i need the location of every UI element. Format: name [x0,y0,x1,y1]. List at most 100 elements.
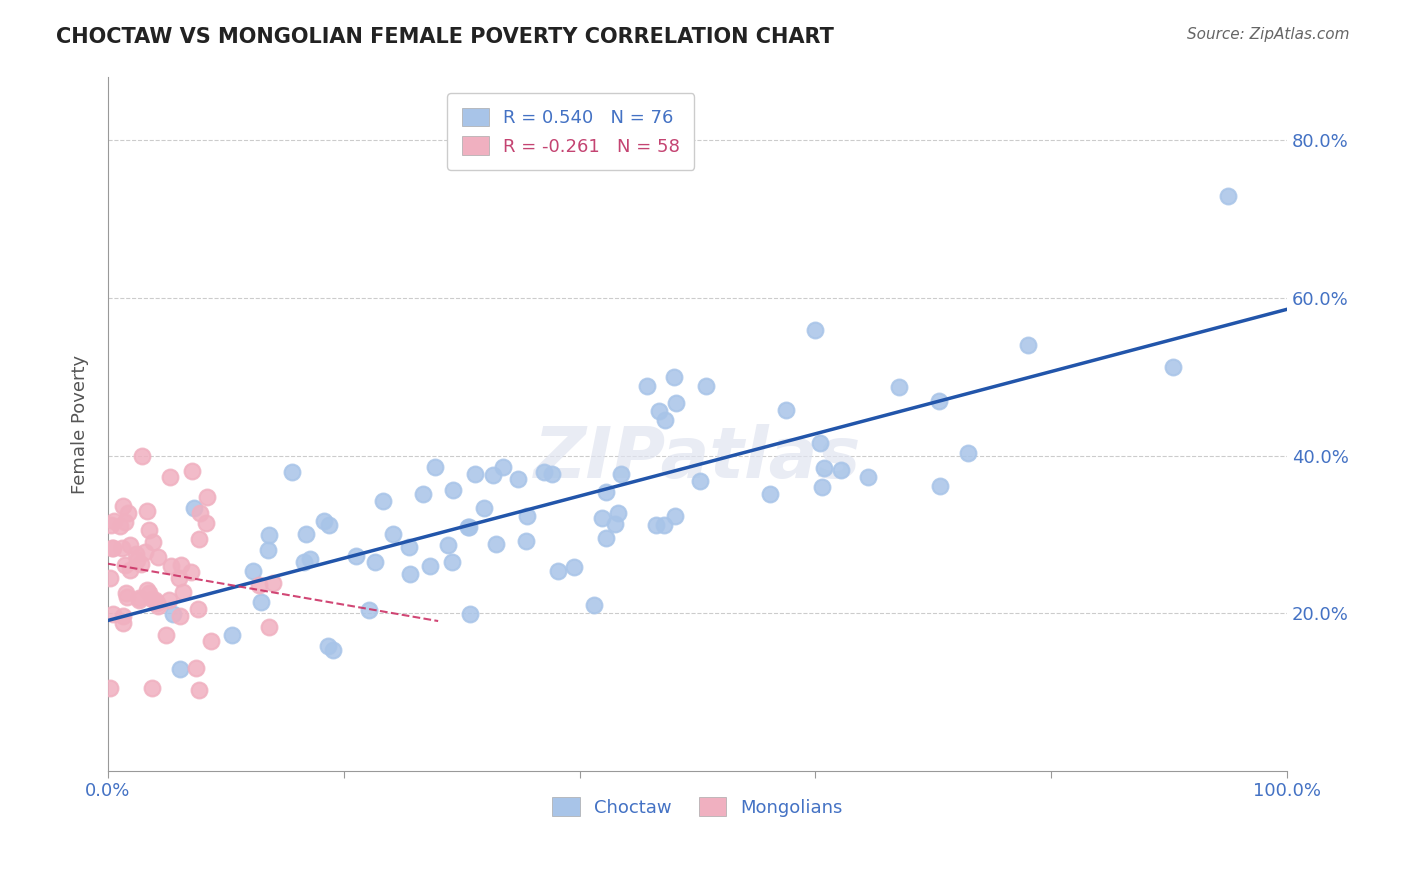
Point [373,494,395,508]
Point [188,683,211,698]
Point [508,472,530,486]
Point [887,380,910,394]
Point [187,532,209,546]
Point [516,508,538,523]
Point [134,545,156,559]
Point [811,480,834,494]
Point [186,661,208,675]
Point [141,591,163,606]
Point [425,460,447,475]
Point [591,510,613,524]
Point [146,599,169,613]
Point [1017,338,1039,352]
Point [103,541,125,556]
Point [482,467,505,482]
Point [607,506,630,520]
Point [464,467,486,481]
Point [648,403,671,417]
Point [101,541,124,556]
Point [125,547,148,561]
Point [118,563,141,577]
Point [138,523,160,537]
Point [515,534,537,549]
Point [159,470,181,484]
Point [180,464,202,478]
Point [636,378,658,392]
Point [167,572,190,586]
Point [221,628,243,642]
Point [111,500,134,514]
Point [162,607,184,622]
Point [120,538,142,552]
Point [457,520,479,534]
Point [242,564,264,578]
Point [547,564,569,578]
Point [808,436,831,450]
Point [412,486,434,500]
Point [257,528,280,542]
Point [127,552,149,566]
Point [443,483,465,497]
Point [170,558,193,572]
Point [1216,188,1239,202]
Point [610,467,633,481]
Point [440,556,463,570]
Point [187,602,209,616]
Point [183,500,205,515]
Point [138,586,160,600]
Point [195,490,218,504]
Point [131,449,153,463]
Point [262,575,284,590]
Point [364,555,387,569]
Y-axis label: Female Poverty: Female Poverty [72,354,89,493]
Point [929,479,952,493]
Point [928,393,950,408]
Point [100,517,122,532]
Point [103,607,125,622]
Point [398,567,420,582]
Point [108,519,131,533]
Point [398,540,420,554]
Point [458,607,481,622]
Point [312,514,335,528]
Point [830,463,852,477]
Point [128,593,150,607]
Point [294,527,316,541]
Point [813,461,835,475]
Point [654,413,676,427]
Point [664,508,686,523]
Point [603,516,626,531]
Point [595,531,617,545]
Point [135,582,157,597]
Text: CHOCTAW VS MONGOLIAN FEMALE POVERTY CORRELATION CHART: CHOCTAW VS MONGOLIAN FEMALE POVERTY CORR… [56,27,834,46]
Point [492,459,515,474]
Point [533,465,555,479]
Point [141,681,163,696]
Point [759,487,782,501]
Point [689,474,711,488]
Point [322,642,344,657]
Point [582,599,605,613]
Point [143,592,166,607]
Point [111,616,134,631]
Point [457,520,479,534]
Point [98,572,121,586]
Text: Source: ZipAtlas.com: Source: ZipAtlas.com [1187,27,1350,42]
Point [381,527,404,541]
Point [111,609,134,624]
Point [652,518,675,533]
Point [540,467,562,481]
Point [117,507,139,521]
Point [103,515,125,529]
Point [135,503,157,517]
Point [129,557,152,571]
Legend: Choctaw, Mongolians: Choctaw, Mongolians [546,790,849,824]
Point [357,603,380,617]
Point [115,590,138,604]
Point [485,537,508,551]
Point [200,633,222,648]
Point [775,403,797,417]
Point [1161,359,1184,374]
Point [281,466,304,480]
Point [299,552,322,566]
